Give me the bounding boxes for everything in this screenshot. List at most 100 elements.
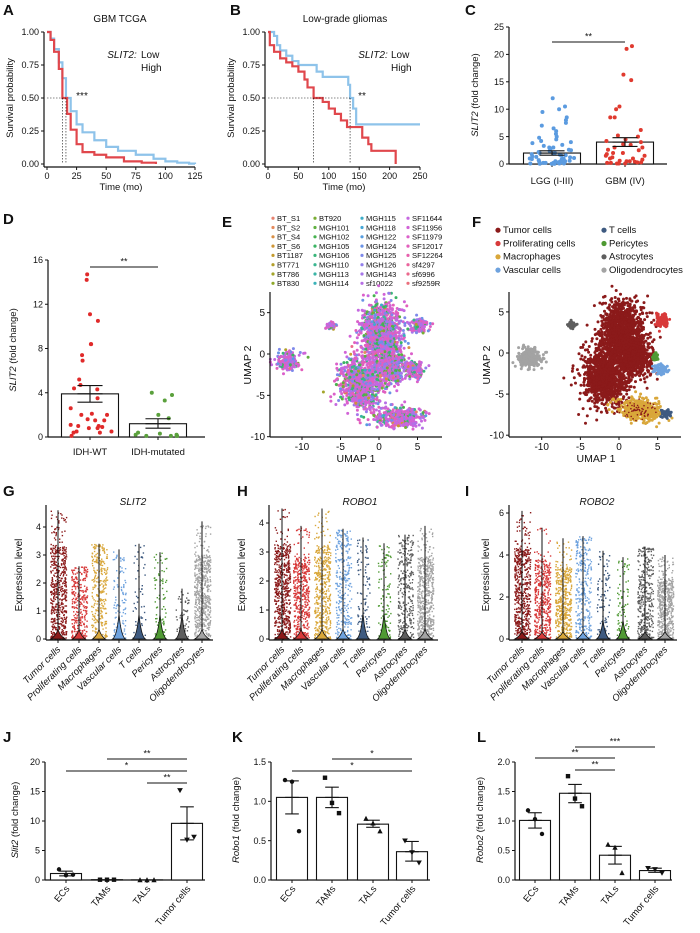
umap-point <box>367 351 371 355</box>
data-point <box>133 432 138 437</box>
umap-point <box>625 296 628 300</box>
umap-point <box>408 372 412 376</box>
umap-point <box>402 334 406 337</box>
umap-point <box>355 348 359 352</box>
umap-point <box>403 400 407 404</box>
y-axis-label: Survival probability <box>5 58 16 138</box>
legend-label: MGH114 <box>319 279 349 288</box>
y-label-rest: (fold change) <box>10 782 21 840</box>
data-point <box>537 135 542 140</box>
umap-point <box>417 415 421 419</box>
data-point <box>614 107 619 112</box>
umap-point <box>420 419 423 423</box>
umap-point <box>384 421 388 425</box>
data-point <box>336 810 342 816</box>
umap-point <box>423 418 427 422</box>
legend-label: Pericytes <box>609 238 648 249</box>
umap-point <box>368 368 371 372</box>
y-tick-label: 15 <box>30 787 40 797</box>
umap-point <box>609 298 613 302</box>
umap-point <box>341 385 345 388</box>
x-tick-label: -10 <box>295 442 310 453</box>
legend-marker <box>271 235 275 239</box>
data-point <box>621 142 626 147</box>
umap-point <box>400 413 404 417</box>
umap-point <box>411 418 415 422</box>
umap-point <box>417 423 421 427</box>
umap-point <box>585 323 589 327</box>
umap-point <box>424 366 428 370</box>
umap-point <box>365 310 369 314</box>
umap-point <box>377 409 381 413</box>
umap-point <box>371 376 375 380</box>
umap-point <box>401 423 405 427</box>
legend-label: Astrocytes <box>609 252 654 263</box>
umap-point <box>427 364 431 368</box>
umap-point <box>414 323 418 326</box>
legend-label: High <box>391 63 412 74</box>
legend-marker <box>313 281 317 285</box>
umap-point <box>639 323 643 327</box>
umap-point <box>361 293 365 297</box>
umap-point <box>386 332 390 336</box>
umap-point <box>341 388 345 392</box>
umap-point <box>379 423 383 427</box>
umap-point <box>366 382 370 386</box>
panel-letter: E <box>222 214 232 231</box>
data-point <box>539 138 544 143</box>
umap-point <box>377 308 381 312</box>
umap-point <box>395 354 398 358</box>
data-point <box>539 123 544 128</box>
umap-point <box>374 291 378 295</box>
data-point <box>614 161 619 166</box>
data-point <box>621 72 626 77</box>
umap-point <box>397 353 401 357</box>
data-point <box>100 425 105 430</box>
umap-point <box>373 313 377 317</box>
legend-label: BT_S4 <box>277 233 300 242</box>
legend-label: SF12264 <box>412 251 443 260</box>
y-axis-label: Robo2 (fold change) <box>475 777 486 863</box>
umap-point <box>273 358 277 361</box>
umap-point <box>368 402 372 406</box>
y-tick-label: 0.0 <box>253 875 266 885</box>
umap-point <box>361 368 364 372</box>
data-point <box>611 151 616 156</box>
data-point <box>282 777 288 783</box>
umap-point <box>368 423 371 427</box>
legend-marker <box>313 225 317 230</box>
umap-point <box>374 408 378 412</box>
umap-point <box>372 350 376 354</box>
umap-point <box>403 324 407 327</box>
y-axis-label: SLIT2 (fold change) <box>8 308 19 391</box>
umap-point <box>520 364 524 368</box>
umap-point <box>359 414 363 418</box>
significance-label: ** <box>163 773 171 783</box>
y-tick-label: -5 <box>256 391 265 402</box>
umap-point <box>415 331 418 335</box>
umap-point <box>411 427 415 431</box>
legend-label: Tumor cells <box>503 225 552 236</box>
umap-point <box>396 363 400 367</box>
legend-label: MGH126 <box>366 261 396 270</box>
legend-marker <box>360 272 364 276</box>
y-label-rest: (fold change) <box>475 777 486 835</box>
x-tick-label: -5 <box>336 442 345 453</box>
legend-marker <box>406 216 410 220</box>
umap-point <box>361 314 365 318</box>
significance-label: ** <box>143 749 151 759</box>
y-axis-label: Slit2 (fold change) <box>10 782 21 859</box>
umap-point <box>374 335 378 338</box>
umap-point <box>344 384 348 388</box>
data-point <box>68 422 73 427</box>
umap-point <box>385 366 389 370</box>
umap-point <box>417 369 421 373</box>
umap-point <box>407 346 411 350</box>
umap-point <box>278 360 282 364</box>
data-point <box>156 412 161 417</box>
umap-point <box>392 423 395 427</box>
panel-letter: K <box>232 729 243 746</box>
umap-point <box>361 322 364 325</box>
umap-point <box>343 350 347 354</box>
